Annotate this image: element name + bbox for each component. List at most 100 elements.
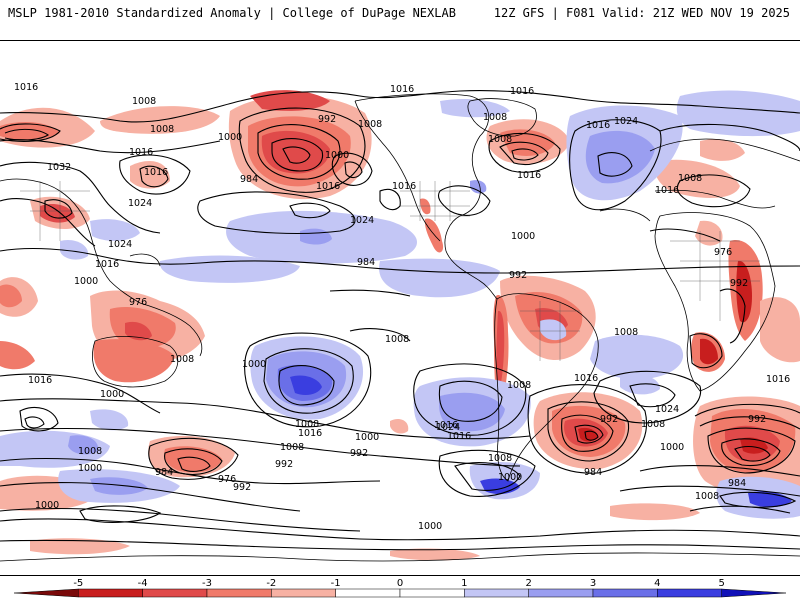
isobar-label: 1008	[358, 119, 382, 130]
isobar-label: 1024	[436, 422, 460, 433]
isobar-label: 1016	[392, 181, 416, 192]
color-scale-legend: -5 -4 -3 -2 -1 0 1 2 3 4 5	[0, 575, 800, 600]
east-asia-high	[90, 409, 129, 431]
isobar-label: 1008	[614, 327, 638, 338]
isobar-label: 1008	[132, 96, 156, 107]
model-run-info: 12Z GFS | F081 Valid: 21Z WED NOV 19 202…	[493, 6, 790, 20]
legend-tick-label: -2	[266, 578, 276, 589]
legend-color-segment	[142, 588, 208, 598]
isobar-label: 1000	[218, 132, 242, 143]
legend-tick-label: -1	[331, 578, 341, 589]
legend-color-segment	[721, 588, 787, 598]
isobar-label: 1016	[655, 185, 679, 196]
legend-tick-label: -5	[73, 578, 83, 589]
isobar-label: 1008	[170, 354, 194, 365]
isobar-label: 1016	[447, 431, 471, 442]
isobar-label: 1008	[695, 491, 719, 502]
isobar-label: 1016	[517, 170, 541, 181]
asia-coast	[0, 178, 141, 304]
legend-color-segment	[657, 588, 722, 598]
isobar-label: 1008	[483, 112, 507, 123]
isobar-label: 1008	[385, 334, 409, 345]
isobar-label: 984	[155, 467, 173, 478]
isobar-label: 1016	[766, 374, 790, 385]
isobar-label: 1024	[128, 198, 152, 209]
legend-tick-label: 4	[654, 578, 660, 589]
header: MSLP 1981-2010 Standardized Anomaly | Co…	[0, 0, 800, 40]
isobar-label: 1016	[510, 86, 534, 97]
isobar-labels: 1016 1008 1008 992 1000 984 1000 1008 10…	[14, 82, 790, 532]
coastlines	[0, 93, 800, 562]
isobar-label: 1000	[498, 472, 522, 483]
isobar-label: 1016	[390, 84, 414, 95]
legend-tick-label: 1	[461, 578, 467, 589]
isobar-label: 1000	[355, 432, 379, 443]
isobar-label: 992	[275, 459, 293, 470]
isobar-label: 1016	[574, 373, 598, 384]
isobar-label: 1000	[35, 500, 59, 511]
isobar-label: 1016	[434, 420, 458, 431]
isobar-label: 1008	[280, 442, 304, 453]
isobar-label: 1024	[108, 239, 132, 250]
isobar-label: 1000	[74, 276, 98, 287]
isobar-label: 992	[233, 482, 251, 493]
isobar-label: 1008	[507, 380, 531, 391]
legend-color-segment	[399, 588, 465, 598]
isobar-label: 992	[509, 270, 527, 281]
isobar-label: 1024	[655, 404, 679, 415]
isobar-label: 1008	[488, 453, 512, 464]
isobar-label: 1016	[14, 82, 38, 93]
isobar-label: 1016	[586, 120, 610, 131]
isobar-label: 992	[600, 414, 618, 425]
australia-coast	[92, 336, 179, 388]
north-america-coast	[354, 93, 498, 300]
legend-tick-label: 3	[590, 578, 596, 589]
isobar-label: 1016	[144, 167, 168, 178]
isobar-label: 1016	[316, 181, 340, 192]
isobar-label: 992	[748, 414, 766, 425]
legend-color-bar	[13, 588, 787, 598]
legend-color-segment	[335, 588, 401, 598]
isobar-label: 984	[728, 478, 746, 489]
map-title: MSLP 1981-2010 Standardized Anomaly | Co…	[8, 6, 456, 20]
isobar-label: 1032	[47, 162, 71, 173]
indian-ocean-low	[700, 139, 745, 161]
isobar-label: 1000	[242, 359, 266, 370]
isobar-label: 1000	[511, 231, 535, 242]
isobar-label: 1000	[78, 463, 102, 474]
legend-color-segment	[271, 588, 336, 598]
isobar-label: 1000	[418, 521, 442, 532]
africa-coast	[654, 212, 776, 392]
europe-coast	[649, 138, 800, 162]
anomaly-map[interactable]: 1016 1008 1008 992 1000 984 1000 1008 10…	[0, 40, 800, 576]
isobar-label: 1008	[150, 124, 174, 135]
antarctica-coast	[0, 552, 800, 562]
legend-color-segment	[592, 588, 658, 598]
mexico-low	[424, 218, 444, 253]
isobar-label: 1008	[295, 419, 319, 430]
legend-color-segment	[206, 588, 272, 598]
greenland-coast	[467, 98, 537, 137]
isobar-label: 1008	[78, 446, 102, 457]
isobar-label: 992	[350, 448, 368, 459]
isobar-label: 976	[714, 247, 732, 258]
legend-tick-label: 5	[718, 578, 724, 589]
legend-color-segment	[464, 588, 529, 598]
isobar-label: 976	[218, 474, 236, 485]
legend-tick-label: -4	[138, 578, 148, 589]
legend-tick-label: 2	[525, 578, 531, 589]
legend-color-segment	[78, 588, 143, 598]
isobar-label: 984	[584, 467, 602, 478]
isobar-label: 1016	[28, 375, 52, 386]
isobar-label: 1000	[325, 150, 349, 161]
isobar-label: 992	[730, 278, 748, 289]
isobar-label: 1016	[95, 259, 119, 270]
isobar-label: 976	[129, 297, 147, 308]
indian-ocean-high	[590, 334, 684, 380]
legend-color-segment	[13, 588, 79, 598]
isobars	[0, 89, 800, 551]
australia-low	[93, 339, 175, 383]
isobar-label: 984	[240, 174, 258, 185]
isobar-label: 1024	[614, 116, 638, 127]
legend-color-segment	[528, 588, 594, 598]
